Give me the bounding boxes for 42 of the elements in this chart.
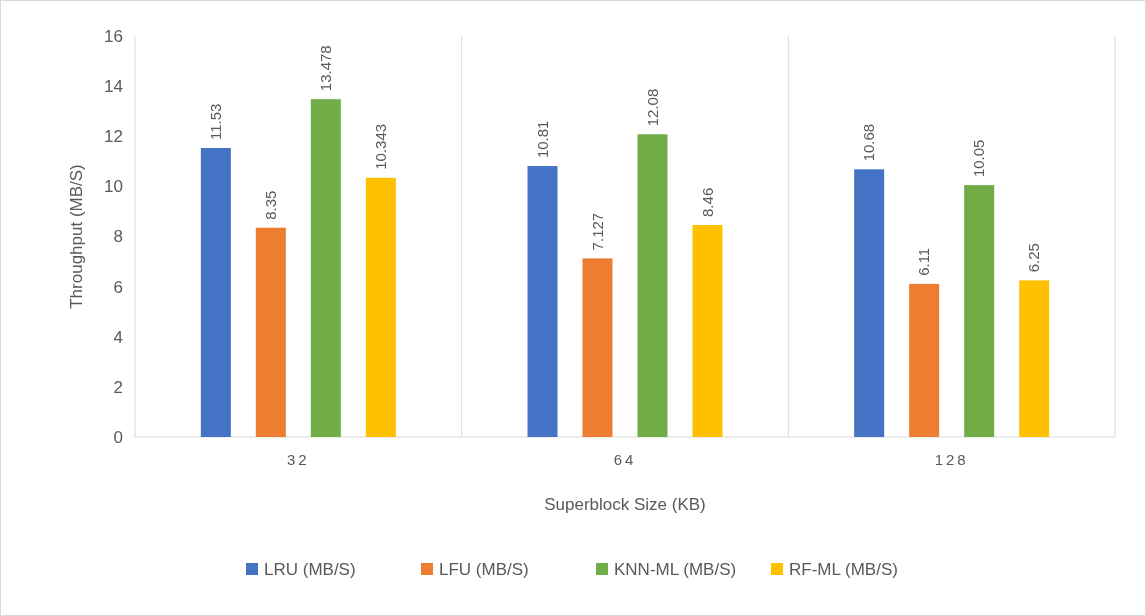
x-tick-label: 128 [934, 451, 969, 468]
data-label: 8.35 [261, 190, 279, 220]
data-label: 10.68 [860, 123, 878, 162]
bar [527, 166, 558, 437]
legend-label: RF-ML (MB/S) [789, 559, 898, 579]
y-tick-label: 14 [104, 77, 123, 97]
y-tick-label: 16 [104, 26, 123, 46]
bar [854, 169, 885, 437]
bar [964, 185, 995, 437]
data-label: 6.11 [915, 247, 933, 276]
x-tick-label: 64 [613, 451, 637, 468]
y-tick-label: 0 [113, 427, 123, 447]
bar [582, 258, 613, 437]
data-label: 7.127 [588, 212, 606, 251]
legend-label: LRU (MB/S) [264, 559, 356, 579]
data-label: 13.478 [316, 45, 334, 92]
bar [637, 134, 668, 437]
legend-label: KNN-ML (MB/S) [614, 559, 737, 579]
data-label: 11.53 [206, 103, 224, 141]
x-tick-label: 32 [286, 451, 310, 468]
data-label: 12.08 [643, 88, 661, 127]
bar [1019, 280, 1050, 437]
y-tick-label: 10 [104, 177, 123, 197]
y-tick-label: 4 [113, 327, 123, 347]
bar [200, 148, 231, 437]
legend-label: LFU (MB/S) [439, 559, 529, 579]
y-axis-title: Throughput (MB/S) [67, 164, 86, 309]
bar [255, 227, 286, 437]
bar [909, 283, 940, 437]
bar [365, 177, 396, 437]
data-label: 10.81 [533, 120, 551, 159]
y-tick-label: 12 [104, 127, 123, 147]
y-tick-label: 6 [113, 277, 123, 297]
x-axis-title: Superblock Size (KB) [544, 495, 706, 514]
data-label: 8.46 [698, 187, 716, 217]
data-label: 10.343 [371, 123, 389, 170]
y-tick-label: 2 [113, 377, 123, 397]
data-label: 6.25 [1025, 243, 1043, 273]
bar [692, 224, 723, 437]
bar [310, 99, 341, 437]
data-label: 10.05 [970, 139, 988, 178]
y-tick-label: 8 [113, 227, 123, 247]
